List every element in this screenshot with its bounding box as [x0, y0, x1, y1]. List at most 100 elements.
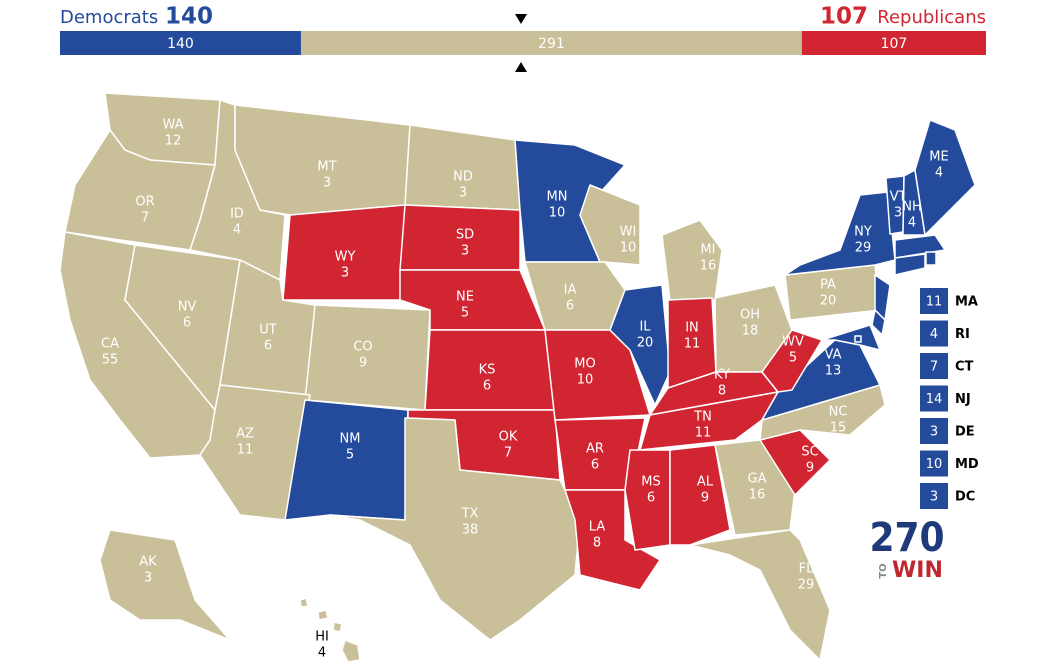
- state-shape: [669, 444, 731, 546]
- state-ev: 18: [742, 324, 759, 339]
- state-ev: 9: [359, 356, 367, 371]
- rep-total: 107: [820, 4, 868, 30]
- state-abbr: SC: [801, 445, 818, 460]
- callout-abbr: DC: [955, 490, 975, 505]
- callout-box: [920, 450, 948, 477]
- callout-box: [920, 483, 948, 509]
- state-shape: [639, 391, 779, 451]
- state-abbr: WI: [620, 225, 637, 240]
- state-shape: [821, 324, 881, 351]
- state-abbr: NM: [340, 432, 361, 447]
- state-ev: 12: [165, 134, 182, 149]
- bar-segment: [801, 31, 986, 55]
- state-ev: 55: [102, 353, 119, 368]
- state-shape: [854, 335, 862, 343]
- state-ev: 4: [318, 646, 326, 661]
- marker-down: [515, 14, 527, 24]
- state-ev: 3: [459, 186, 467, 201]
- state-shape: [329, 417, 581, 641]
- state-ev: 6: [264, 339, 272, 354]
- state-ev: 3: [894, 206, 902, 221]
- state-ev: 9: [701, 491, 709, 506]
- state-abbr: VT: [890, 190, 907, 205]
- state-ev: 6: [566, 299, 574, 314]
- state-ev: 16: [749, 488, 766, 503]
- state-abbr: MI: [700, 243, 715, 258]
- dem-label: Democrats: [60, 7, 158, 28]
- state-ev: 5: [789, 351, 797, 366]
- state-abbr: NC: [829, 405, 848, 420]
- state-abbr: AK: [139, 555, 157, 570]
- state-abbr: ID: [230, 207, 244, 222]
- dem-total: 140: [165, 4, 213, 30]
- state-abbr: TX: [461, 507, 479, 522]
- state-ev: 6: [591, 458, 599, 473]
- state-shape: [784, 191, 896, 276]
- callout-box: [920, 418, 948, 444]
- bar-segment: [60, 31, 301, 55]
- state-abbr: NH: [902, 200, 922, 215]
- state-ev: 13: [825, 364, 842, 379]
- state-ev: 10: [549, 206, 566, 221]
- state-abbr: IN: [685, 321, 699, 336]
- state-abbr: UT: [259, 323, 277, 338]
- callout-abbr: NJ: [955, 392, 971, 407]
- state-shape: [317, 609, 329, 621]
- state-shape: [624, 449, 671, 551]
- state-shape: [761, 339, 881, 421]
- state-abbr: WA: [162, 118, 183, 133]
- state-abbr: OR: [135, 195, 154, 210]
- callout-box: [920, 353, 948, 379]
- state-ev: 29: [855, 241, 872, 256]
- callout-abbr: DE: [955, 425, 975, 440]
- state-shape: [689, 529, 831, 661]
- state-abbr: MO: [574, 357, 595, 372]
- state-shape: [894, 234, 946, 259]
- state-abbr: PA: [820, 278, 836, 293]
- callout-ev: 7: [930, 360, 938, 375]
- state-ev: 20: [820, 294, 837, 309]
- state-ev: 4: [233, 223, 241, 238]
- callout-abbr: RI: [955, 327, 970, 342]
- callout-box: [920, 385, 948, 412]
- state-abbr: IA: [564, 283, 577, 298]
- state-abbr: LA: [589, 520, 606, 535]
- state-abbr: MT: [317, 160, 336, 175]
- state-abbr: KY: [714, 368, 730, 383]
- state-shape: [544, 329, 651, 421]
- bar-segment: [300, 31, 802, 55]
- state-shape: [925, 251, 937, 266]
- state-ev: 6: [647, 491, 655, 506]
- state-abbr: NY: [854, 225, 872, 240]
- state-ev: 5: [346, 448, 354, 463]
- state-abbr: AZ: [236, 427, 254, 442]
- state-abbr: FL: [799, 562, 814, 577]
- state-ev: 16: [700, 259, 717, 274]
- state-abbr: MS: [641, 475, 660, 490]
- callout-ev: 14: [926, 392, 943, 407]
- state-shape: [871, 309, 886, 336]
- state-ev: 11: [684, 337, 701, 352]
- rep-label: Republicans: [877, 7, 986, 28]
- state-shape: [579, 184, 641, 266]
- state-abbr: AR: [586, 442, 604, 457]
- state-ev: 10: [620, 241, 637, 256]
- state-abbr: ND: [453, 170, 473, 185]
- state-ev: 11: [237, 443, 254, 458]
- state-ev: 20: [637, 336, 654, 351]
- callout-abbr: MA: [955, 295, 978, 310]
- state-ev: 7: [141, 211, 149, 226]
- marker-up: [515, 62, 527, 72]
- state-abbr: ME: [929, 150, 948, 165]
- state-shape: [299, 597, 309, 608]
- state-abbr: NV: [178, 300, 197, 315]
- state-shape: [914, 119, 976, 236]
- bar-label: 291: [538, 36, 565, 52]
- state-abbr: MN: [547, 190, 568, 205]
- state-abbr: CO: [353, 340, 372, 355]
- state-abbr: SD: [456, 228, 474, 243]
- state-abbr: WV: [782, 335, 804, 350]
- bar-label: 140: [167, 36, 194, 52]
- state-abbr: KS: [479, 363, 496, 378]
